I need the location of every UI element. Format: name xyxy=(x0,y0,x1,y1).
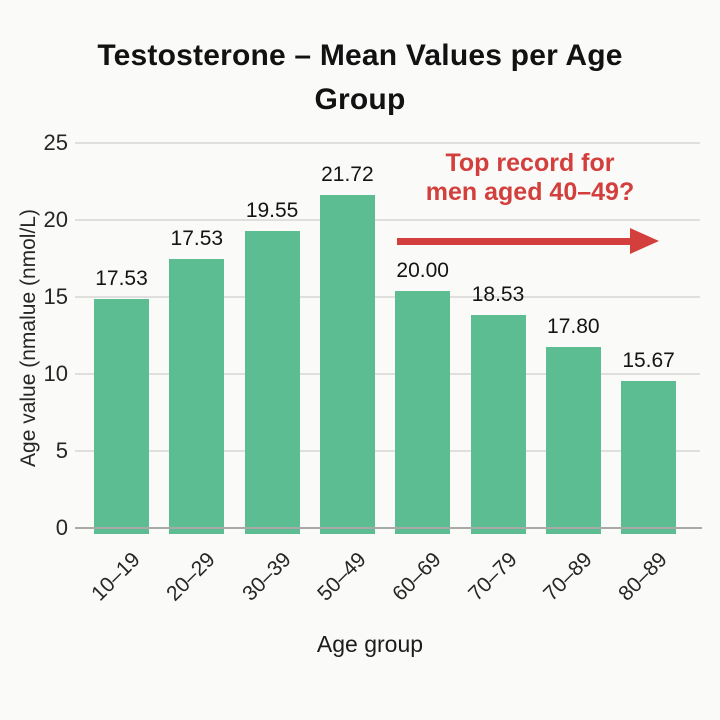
bar xyxy=(244,230,300,534)
bar xyxy=(621,380,677,534)
chart-title: Testosterone – Mean Values per Age Group xyxy=(97,39,623,116)
x-tick-label-text: 10–19 xyxy=(87,548,145,606)
x-tick-label-text: 80–89 xyxy=(614,548,672,606)
annotation-line-2: men aged 40–49? xyxy=(425,178,635,206)
bar-value-label: 18.53 xyxy=(471,283,525,307)
x-tick-label-text: 30–39 xyxy=(237,548,296,606)
y-tick-label: 5 xyxy=(55,438,68,463)
bar xyxy=(169,258,225,534)
bar xyxy=(94,298,149,534)
y-axis-label: Age value (nmalue (nmol/L) xyxy=(17,209,40,467)
x-tick-label-text: 70–79 xyxy=(463,548,522,606)
annotation-line-1: Top record for xyxy=(445,149,615,177)
x-axis-line xyxy=(75,527,702,529)
bar-value-label: 17.53 xyxy=(170,226,224,250)
bar-value-label: 17.80 xyxy=(547,315,600,339)
bar xyxy=(470,315,526,534)
x-tick-label-text: 60–69 xyxy=(388,548,446,606)
y-tick-label: 20 xyxy=(43,207,68,232)
bar-value-label: 20.00 xyxy=(396,258,449,282)
bar-value-label: 15.67 xyxy=(622,348,675,372)
y-tick-label: 25 xyxy=(43,130,68,155)
bar-value-label: 19.55 xyxy=(245,198,299,222)
arrow-right-icon xyxy=(630,228,659,254)
x-tick-label-text: 70–89 xyxy=(538,548,597,606)
bar-value-label: 21.72 xyxy=(321,163,374,187)
y-tick-label: 10 xyxy=(43,361,68,386)
annotation-arrow xyxy=(397,238,631,245)
gridline xyxy=(75,373,700,375)
y-tick-label: 15 xyxy=(43,284,68,309)
gridline xyxy=(75,296,700,298)
x-axis-label: Age group xyxy=(316,631,424,657)
gridline xyxy=(75,142,700,144)
gridline xyxy=(75,219,700,221)
bar xyxy=(319,195,375,534)
bar xyxy=(395,290,451,534)
x-tick-label-text: 50–49 xyxy=(313,548,371,606)
x-tick-label-text: 20–29 xyxy=(162,548,221,606)
bar xyxy=(545,347,601,534)
gridline xyxy=(75,450,700,452)
y-tick-label: 0 xyxy=(55,515,68,540)
bar-value-label: 17.53 xyxy=(95,266,148,290)
annotation-text: Top record for men aged 40–49? xyxy=(388,149,672,207)
